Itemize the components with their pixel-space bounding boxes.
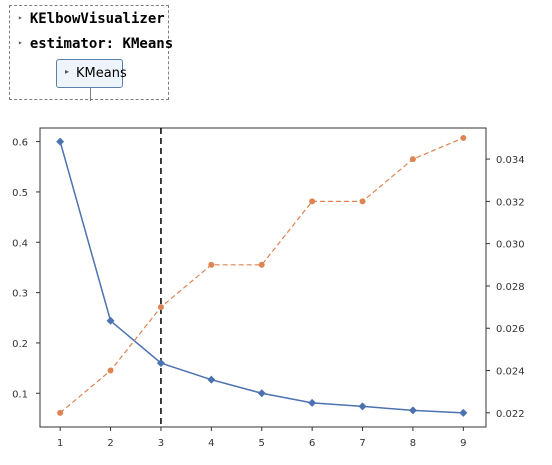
distortion-score-line xyxy=(59,141,464,414)
x-tick-label: 6 xyxy=(309,438,315,449)
x-axis-ticks: 1 2 3 4 5 6 7 8 9 xyxy=(57,427,467,449)
x-tick-label: 7 xyxy=(359,438,365,449)
distortion-point xyxy=(257,389,266,398)
fit-time-point xyxy=(409,156,416,163)
fit-time-point xyxy=(157,304,164,311)
connector-line xyxy=(90,88,91,101)
distortion-point xyxy=(106,316,115,325)
fit-time-point xyxy=(57,409,64,416)
fit-time-point xyxy=(107,367,114,374)
left-y-tick-label: 0.5 xyxy=(12,188,28,199)
kmeans-label: KMeans xyxy=(76,66,127,81)
fit-time-line xyxy=(59,137,464,414)
distortion-point xyxy=(56,137,65,146)
right-y-tick-label: 0.026 xyxy=(496,324,525,335)
x-tick-label: 3 xyxy=(158,438,164,449)
right-y-tick-label: 0.024 xyxy=(496,367,525,378)
fit-time-point xyxy=(208,261,215,268)
right-y-axis-ticks: 0.022 0.024 0.026 0.028 0.030 0.032 0.034 xyxy=(486,155,525,420)
distortion-point xyxy=(156,359,165,368)
fit-time-point xyxy=(460,134,467,141)
estimator-param-toggle[interactable]: ▸ estimator: KMeans xyxy=(18,36,173,52)
plot-frame xyxy=(39,127,487,428)
expand-arrow-icon: ▸ xyxy=(65,67,70,76)
fit-time-point xyxy=(359,198,366,205)
expand-arrow-icon: ▸ xyxy=(18,12,23,22)
expand-arrow-icon: ▸ xyxy=(18,37,23,47)
left-y-tick-label: 0.1 xyxy=(12,389,28,400)
chart-series xyxy=(56,134,468,417)
left-y-tick-label: 0.2 xyxy=(12,339,28,350)
right-y-tick-label: 0.032 xyxy=(496,197,525,208)
distortion-point xyxy=(358,402,367,411)
fit-time-point xyxy=(258,261,265,268)
x-tick-label: 9 xyxy=(460,438,466,449)
visualizer-label: KElbowVisualizer xyxy=(29,11,165,27)
distortion-point xyxy=(459,408,468,417)
estimator-diagram: ▸ KElbowVisualizer ▸ estimator: KMeans ▸ KM… xyxy=(9,5,173,101)
left-y-tick-label: 0.6 xyxy=(12,138,28,149)
right-y-tick-label: 0.022 xyxy=(496,409,525,420)
distortion-point xyxy=(308,398,317,407)
x-tick-label: 2 xyxy=(107,438,113,449)
x-tick-label: 1 xyxy=(57,438,63,449)
kmeans-estimator-chip[interactable]: ▸ KMeans xyxy=(56,59,127,88)
left-y-tick-label: 0.4 xyxy=(12,238,28,249)
right-y-tick-label: 0.034 xyxy=(496,155,525,166)
left-y-tick-label: 0.3 xyxy=(12,289,28,300)
x-tick-label: 8 xyxy=(410,438,416,449)
estimator-param-label: estimator: KMeans xyxy=(29,36,174,52)
right-y-tick-label: 0.028 xyxy=(496,282,525,293)
visualizer-toggle[interactable]: ▸ KElbowVisualizer xyxy=(18,11,165,27)
x-tick-label: 4 xyxy=(208,438,214,449)
right-y-tick-label: 0.030 xyxy=(496,240,525,251)
fit-time-point xyxy=(309,198,316,205)
distortion-point xyxy=(207,375,216,384)
chart-axes xyxy=(39,127,487,428)
distortion-point xyxy=(408,406,417,415)
x-tick-label: 5 xyxy=(259,438,265,449)
left-y-axis-ticks: 0.1 0.2 0.3 0.4 0.5 0.6 xyxy=(12,138,40,400)
